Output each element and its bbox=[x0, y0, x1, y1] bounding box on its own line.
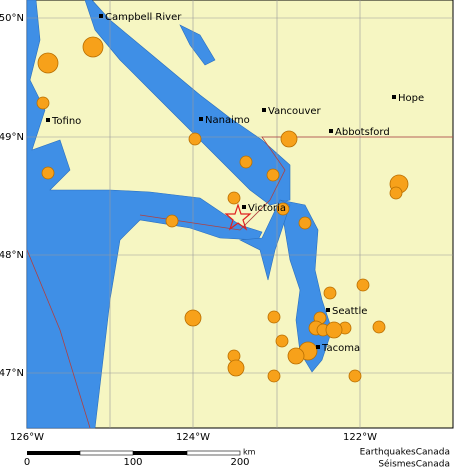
city-marker bbox=[262, 108, 266, 112]
grid bbox=[27, 0, 453, 428]
earthquake bbox=[356, 278, 370, 292]
credit: SéismesCanada bbox=[378, 459, 450, 468]
city-marker bbox=[99, 14, 103, 18]
earthquake bbox=[227, 359, 245, 377]
city-marker bbox=[242, 205, 246, 209]
city-label: Tacoma bbox=[321, 343, 360, 354]
earthquake bbox=[280, 130, 298, 148]
earthquake bbox=[276, 202, 290, 216]
scale-unit: km bbox=[243, 448, 256, 457]
earthquake bbox=[323, 286, 337, 300]
earthquake bbox=[37, 52, 59, 74]
scale-label: 100 bbox=[123, 457, 142, 467]
lat-label: 48°N bbox=[0, 250, 24, 261]
lon-label: 124°W bbox=[176, 432, 210, 443]
scale-label: 0 bbox=[24, 457, 30, 467]
earthquake bbox=[184, 309, 202, 327]
city-label: Campbell River bbox=[105, 12, 182, 23]
city-label: Seattle bbox=[332, 306, 367, 317]
city-marker bbox=[326, 308, 330, 312]
earthquake bbox=[372, 320, 386, 334]
city-label: Abbotsford bbox=[335, 127, 390, 138]
earthquake bbox=[188, 132, 202, 146]
city-label: Hope bbox=[398, 93, 424, 104]
credit: EarthquakesCanada bbox=[360, 448, 450, 458]
city-marker bbox=[329, 129, 333, 133]
earthquake bbox=[287, 347, 305, 365]
earthquake bbox=[266, 168, 280, 182]
city-label: Vancouver bbox=[268, 106, 322, 117]
cities: Campbell River Tofino Nanaimo Vancouver Hope… bbox=[46, 12, 424, 354]
city-label: Nanaimo bbox=[205, 115, 250, 126]
earthquake bbox=[298, 216, 312, 230]
lat-label: 47°N bbox=[0, 368, 24, 379]
earthquake bbox=[389, 186, 403, 200]
lon-label: 122°W bbox=[343, 432, 377, 443]
earthquake bbox=[239, 155, 253, 169]
lon-label: 126°W bbox=[10, 432, 44, 443]
epicenter-star bbox=[224, 203, 252, 231]
earthquake bbox=[267, 310, 281, 324]
city-marker bbox=[316, 345, 320, 349]
earthquake bbox=[41, 166, 55, 180]
lat-label: 50°N bbox=[0, 13, 24, 24]
lat-label: 49°N bbox=[0, 132, 24, 143]
earthquake bbox=[325, 321, 343, 339]
city-label: Tofino bbox=[51, 116, 81, 127]
earthquake bbox=[348, 369, 362, 383]
scale-bar: 0 100 200 km bbox=[24, 448, 256, 469]
earthquake bbox=[82, 36, 104, 58]
earthquakes bbox=[36, 36, 409, 383]
city-marker bbox=[392, 95, 396, 99]
city-marker bbox=[199, 117, 203, 121]
earthquake bbox=[267, 369, 281, 383]
earthquake bbox=[275, 334, 289, 348]
earthquake bbox=[165, 214, 179, 228]
city-marker bbox=[46, 118, 50, 122]
earthquake bbox=[36, 96, 50, 110]
earthquake bbox=[227, 191, 241, 205]
scale-label: 200 bbox=[230, 457, 249, 467]
city-label: Victoria bbox=[248, 203, 286, 214]
